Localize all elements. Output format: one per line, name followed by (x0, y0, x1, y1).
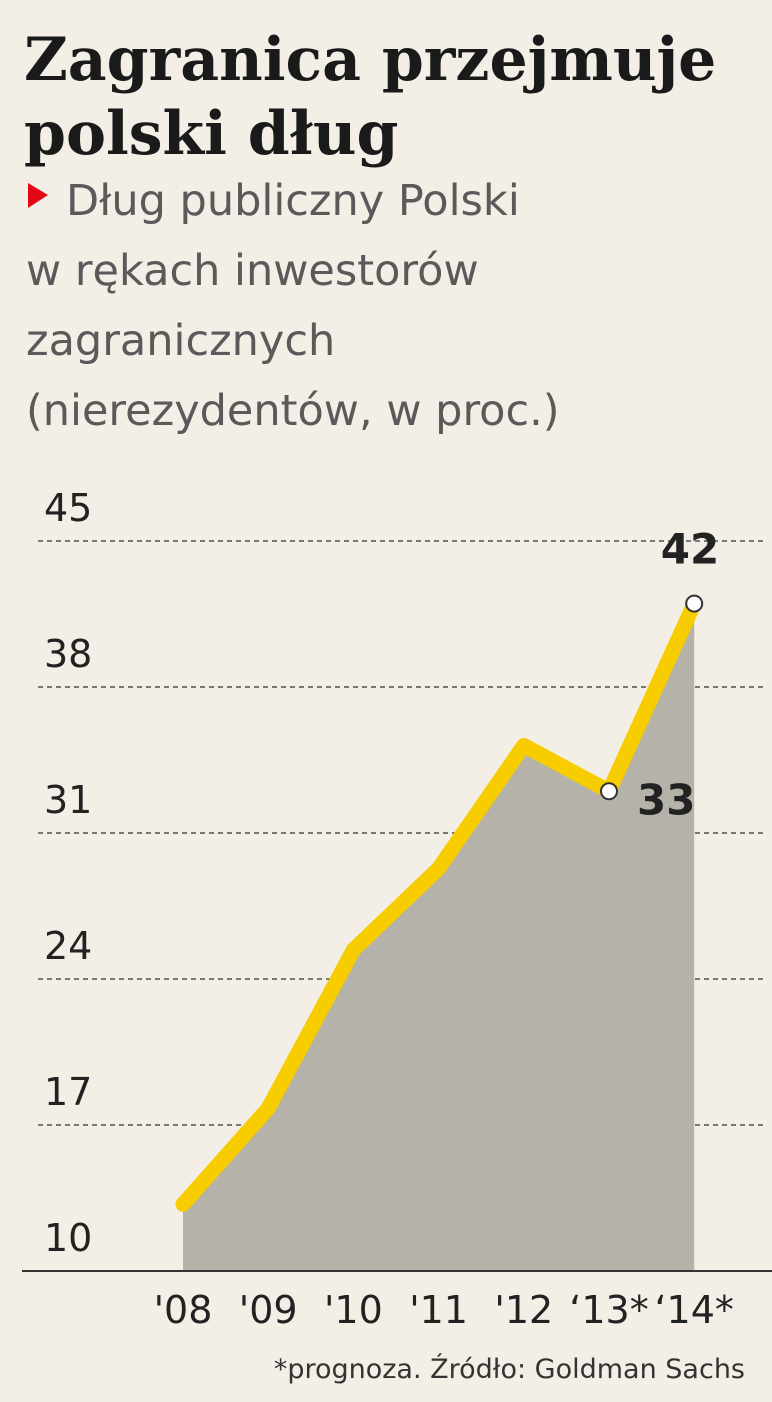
point-marker (600, 782, 618, 801)
value-label: 42 (661, 525, 719, 574)
chart-title: polski dług (24, 99, 398, 169)
value-label: 33 (637, 775, 695, 824)
x-tick-label: ‘14* (654, 1288, 733, 1332)
x-tick-label: '10 (324, 1288, 383, 1332)
chart-subtitle: w rękach inwestorów (26, 246, 479, 296)
x-tick-label: ‘13* (569, 1288, 648, 1332)
y-tick-label: 31 (44, 778, 92, 822)
chart-subtitle: Dług publiczny Polski (66, 176, 520, 226)
x-tick-label: '09 (239, 1288, 298, 1332)
area (183, 603, 695, 1271)
x-tick-label: '12 (494, 1288, 553, 1332)
x-tick-label: '08 (154, 1288, 213, 1332)
y-tick-label: 38 (44, 632, 92, 676)
y-tick-label: 24 (44, 924, 92, 968)
y-tick-label: 10 (44, 1216, 92, 1260)
x-tick-label: '11 (409, 1288, 468, 1332)
footnote: *prognoza. Źródło: Goldman Sachs (274, 1353, 745, 1385)
y-tick-label: 45 (44, 486, 92, 530)
subtitle-marker (28, 183, 48, 208)
y-tick-label: 17 (44, 1070, 92, 1114)
point-marker (685, 594, 704, 613)
chart-title: Zagranica przejmuje (24, 25, 716, 95)
chart-subtitle: (nierezydentów, w proc.) (26, 386, 560, 436)
chart-subtitle: zagranicznych (26, 316, 335, 366)
